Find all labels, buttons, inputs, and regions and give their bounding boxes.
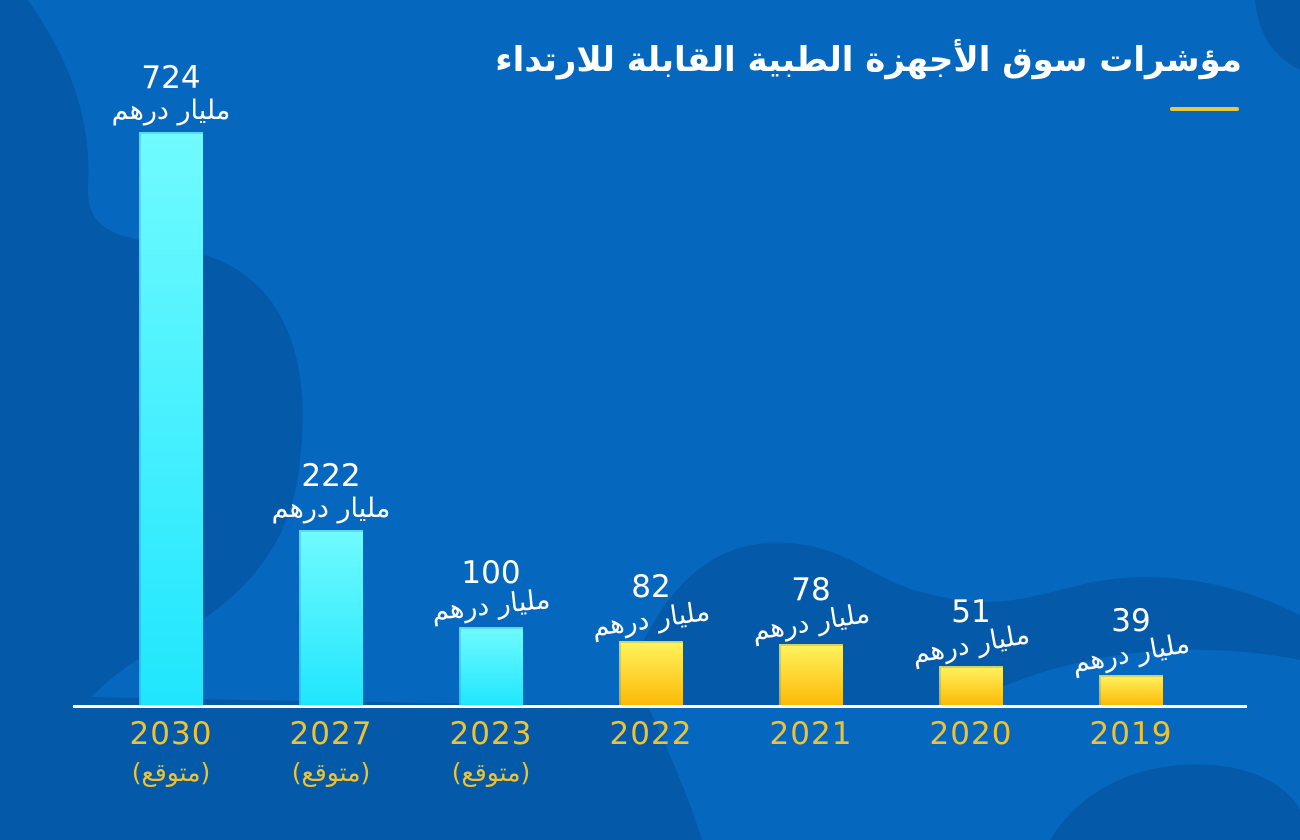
year-text: 2027 bbox=[289, 716, 373, 752]
bar-2022 bbox=[619, 641, 683, 706]
expected-text: (متوقع) bbox=[291, 758, 371, 787]
x-label-2027: 2027 (متوقع) bbox=[241, 716, 421, 787]
x-label-2020: 2020 bbox=[881, 716, 1061, 752]
page-title: مؤشرات سوق الأجهزة الطبية القابلة للارتد… bbox=[495, 40, 1242, 80]
value-label-2021: 78 مليار درهم bbox=[721, 572, 901, 647]
x-label-2023: 2023 (متوقع) bbox=[401, 716, 581, 787]
title-underline bbox=[1170, 107, 1239, 111]
x-label-2030: 2030 (متوقع) bbox=[81, 716, 261, 787]
value-label-2027: 222 مليار درهم bbox=[241, 459, 421, 524]
value-number: 724 bbox=[141, 60, 201, 97]
expected-text: (متوقع) bbox=[131, 758, 211, 787]
x-label-2022: 2022 bbox=[561, 716, 741, 752]
bar-2027 bbox=[299, 530, 363, 706]
year-text: 2022 bbox=[609, 716, 693, 752]
value-label-2020: 51 مليار درهم bbox=[881, 594, 1061, 670]
blob-bottom-right bbox=[1050, 764, 1300, 840]
value-number: 78 bbox=[791, 572, 831, 609]
year-text: 2020 bbox=[929, 716, 1013, 752]
value-label-2023: 100 مليار درهم bbox=[401, 555, 581, 627]
value-number: 51 bbox=[951, 594, 991, 631]
blob-top-right bbox=[1255, 0, 1300, 70]
bar-2021 bbox=[779, 644, 843, 706]
value-number: 100 bbox=[461, 555, 521, 592]
value-number: 82 bbox=[631, 569, 671, 606]
year-text: 2021 bbox=[769, 716, 853, 752]
bar-2030 bbox=[139, 132, 203, 706]
value-label-2030: 724 مليار درهم bbox=[81, 61, 261, 126]
value-number: 39 bbox=[1111, 603, 1151, 640]
bar-2020 bbox=[939, 666, 1003, 706]
x-axis-line bbox=[73, 705, 1247, 708]
year-text: 2023 bbox=[449, 716, 533, 752]
bar-2019 bbox=[1099, 675, 1163, 706]
x-label-2021: 2021 bbox=[721, 716, 901, 752]
x-label-2019: 2019 bbox=[1041, 716, 1221, 752]
expected-text: (متوقع) bbox=[451, 758, 531, 787]
value-number: 222 bbox=[301, 458, 361, 495]
value-unit: مليار درهم bbox=[271, 492, 391, 524]
year-text: 2030 bbox=[129, 716, 213, 752]
value-label-2019: 39 مليار درهم bbox=[1041, 603, 1221, 679]
blob-bottom-left bbox=[0, 695, 702, 840]
year-text: 2019 bbox=[1089, 716, 1173, 752]
value-label-2022: 82 مليار درهم bbox=[561, 569, 741, 643]
value-unit: مليار درهم bbox=[111, 94, 231, 126]
bar-2023 bbox=[459, 627, 523, 706]
